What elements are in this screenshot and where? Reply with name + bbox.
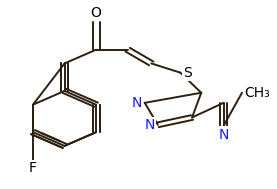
Text: CH₃: CH₃ xyxy=(245,86,270,100)
Text: N: N xyxy=(218,128,229,142)
Text: N: N xyxy=(132,96,142,110)
Text: N: N xyxy=(145,118,155,132)
Text: S: S xyxy=(183,66,192,80)
Text: F: F xyxy=(29,161,37,175)
Text: O: O xyxy=(91,6,102,20)
